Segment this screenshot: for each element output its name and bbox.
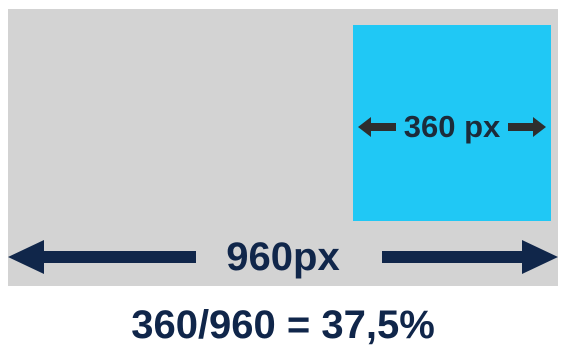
arrow-right-icon	[508, 117, 547, 137]
container-width-label: 960px	[226, 234, 340, 279]
percentage-formula: 360/960 = 37,5%	[131, 302, 435, 347]
column-width-label: 360 px	[403, 109, 501, 144]
container-width-indicator: 960px	[8, 228, 558, 286]
arrow-left-icon	[8, 240, 196, 274]
column-width-indicator: 360 px	[352, 107, 552, 147]
arrow-left-icon	[357, 117, 396, 137]
arrow-right-icon	[382, 240, 558, 274]
